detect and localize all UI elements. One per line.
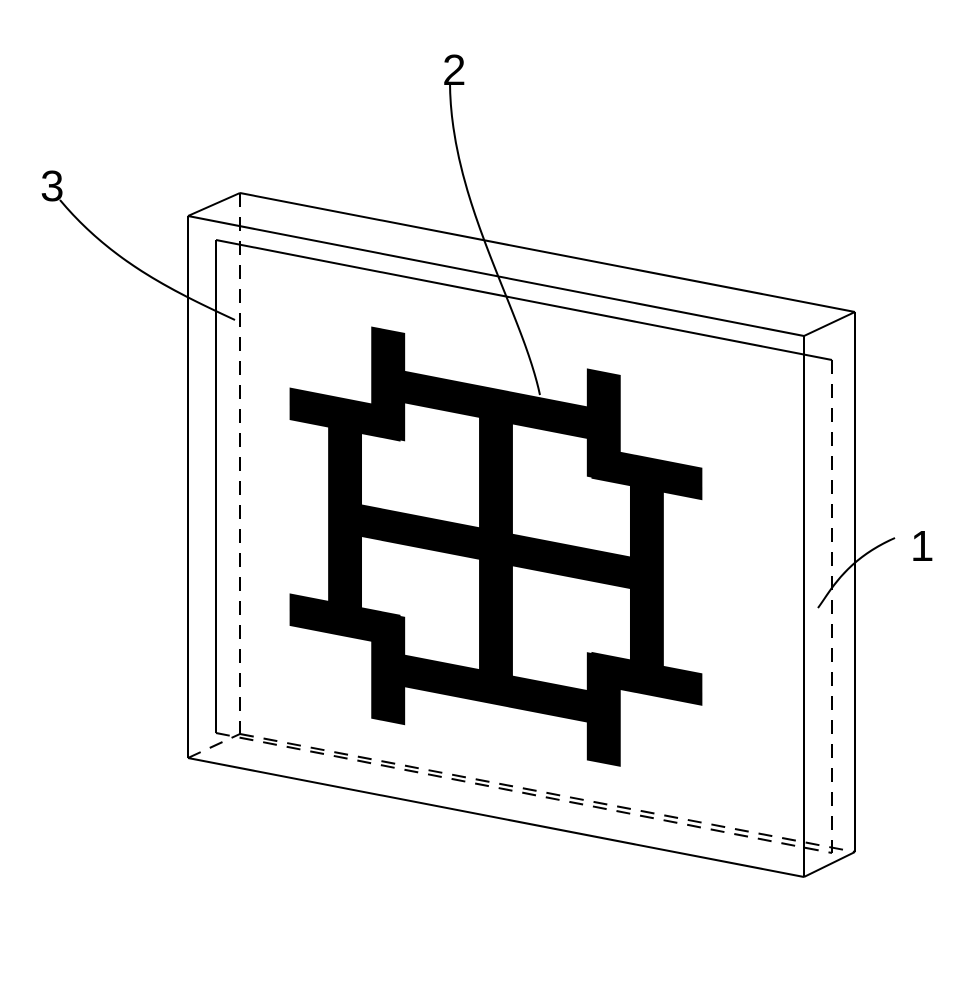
leader-3: [60, 200, 235, 320]
callout-label-2: 2: [442, 46, 466, 96]
leader-1: [818, 538, 895, 608]
pattern-bar: [371, 326, 405, 441]
pattern-bar: [630, 470, 664, 682]
pattern-bar: [328, 411, 362, 623]
callout-label-3: 3: [40, 162, 64, 212]
leader-2: [450, 82, 540, 395]
pattern-bar: [479, 402, 513, 692]
pattern-bar: [587, 368, 621, 483]
pattern-bar: [371, 610, 405, 725]
callout-label-1: 1: [910, 522, 934, 572]
pattern-bar: [587, 652, 621, 767]
